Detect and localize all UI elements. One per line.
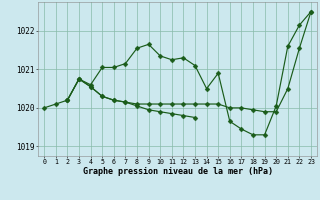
- X-axis label: Graphe pression niveau de la mer (hPa): Graphe pression niveau de la mer (hPa): [83, 167, 273, 176]
